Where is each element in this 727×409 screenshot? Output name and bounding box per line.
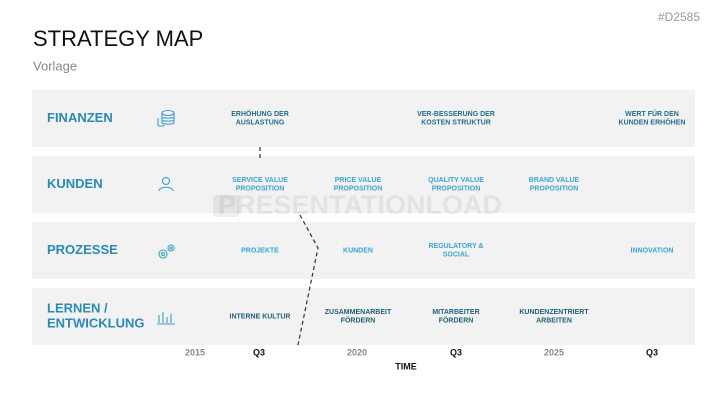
cell-text: REGULATORY &: [429, 243, 484, 250]
gears-icon: [158, 244, 175, 259]
row-label: LERNEN /: [47, 300, 108, 315]
cell-text: ERHÖHUNG DER: [231, 109, 289, 118]
time-tick: 2015: [185, 347, 205, 357]
cell-text: KOSTEN STRUKTUR: [421, 120, 491, 127]
people-icon: [158, 176, 174, 192]
time-tick: Q3: [253, 347, 265, 357]
row-band: [32, 288, 695, 345]
timeline: 2015 Q3 2020 Q3 2025 Q3 TIME: [185, 347, 658, 371]
cell-text: MITARBEITER: [432, 309, 479, 316]
cell-text: BRAND VALUE: [529, 177, 580, 184]
cell-text: ARBEITEN: [536, 318, 572, 325]
time-tick: 2025: [544, 347, 564, 357]
cell-text: KUNDENZENTRIERT: [519, 309, 589, 316]
row-label: FINANZEN: [47, 110, 113, 125]
time-tick: 2020: [347, 347, 367, 357]
cell-text: PRICE VALUE: [335, 177, 382, 184]
cell-text: FÖRDERN: [439, 316, 474, 325]
bands: FINANZEN ERHÖHUNG DER AUSLASTUNG VER-BESSER…: [32, 90, 695, 345]
row-band: [32, 156, 695, 213]
time-label: TIME: [395, 361, 417, 371]
cell-text: KUNDEN: [343, 247, 373, 254]
time-tick: Q3: [450, 347, 462, 357]
cell-text: INTERNE KULTUR: [230, 313, 291, 320]
row-label: KUNDEN: [47, 176, 103, 191]
time-tick: Q3: [646, 347, 658, 357]
coins-icon: [157, 109, 175, 127]
cell-text: AUSLASTUNG: [236, 120, 285, 127]
row-band: [32, 90, 695, 147]
cell-text: KUNDEN ERHÖHEN: [619, 118, 686, 127]
cell-text: SERVICE VALUE: [232, 177, 288, 184]
cell-text: PROPOSITION: [236, 186, 285, 193]
cell-text: SOCIAL: [443, 252, 470, 259]
cell-text: ZUSAMMENARBEIT: [325, 309, 392, 316]
cell-text: WERT FÜR DEN: [625, 109, 679, 118]
cell-text: VER-BESSERUNG DER: [417, 111, 495, 118]
slide-code: #D2585: [658, 10, 700, 24]
row-band: [32, 222, 695, 279]
row-label: PROZESSE: [47, 242, 118, 257]
cell-text: PROPOSITION: [334, 186, 383, 193]
cell-text: FÖRDERN: [341, 316, 376, 325]
subtitle: Vorlage: [33, 58, 77, 73]
path-line: [259, 147, 319, 346]
cell-text: PROPOSITION: [530, 186, 579, 193]
row-label: ENTWICKLUNG: [47, 315, 145, 330]
watermark-logo: [213, 195, 239, 217]
cell-text: INNOVATION: [631, 247, 674, 254]
watermark: PRESENTATIONLOAD: [218, 190, 502, 220]
chart-icon: [157, 312, 175, 325]
title: STRATEGY MAP: [33, 26, 203, 51]
cell-text: PROJEKTE: [241, 247, 279, 254]
cell-text: QUALITY VALUE: [428, 177, 484, 184]
icons: [157, 109, 175, 325]
cell-text: PROPOSITION: [432, 186, 481, 193]
